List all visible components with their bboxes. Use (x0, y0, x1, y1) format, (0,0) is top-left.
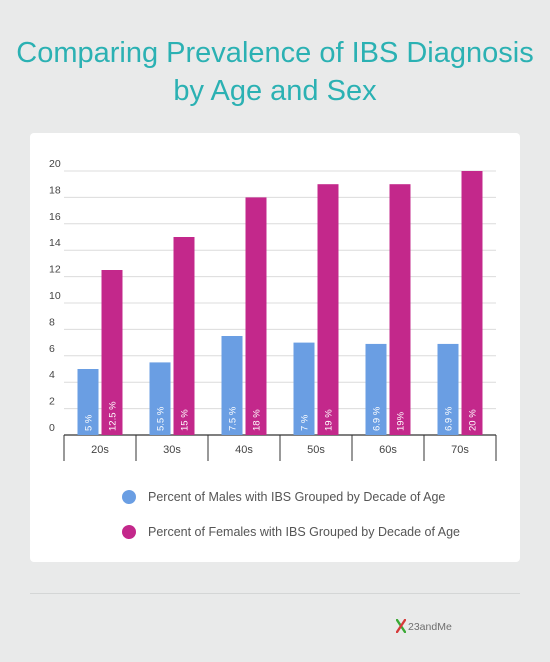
bar-males (149, 362, 171, 435)
legend-label-males: Percent of Males with IBS Grouped by Dec… (148, 490, 446, 504)
chart-title: Comparing Prevalence of IBS Diagnosis by… (0, 34, 550, 110)
bar-value-label: 19% (396, 411, 407, 431)
legend-item-females: Percent of Females with IBS Grouped by D… (122, 522, 460, 542)
y-tick-label: 14 (49, 237, 61, 249)
bar-males (221, 336, 243, 435)
chart-title-line-1: Comparing Prevalence of IBS Diagnosis (16, 37, 534, 69)
y-tick-label: 0 (49, 422, 55, 434)
bar-males (365, 343, 387, 435)
bar-females (245, 197, 267, 435)
bar-value-label: 15 % (180, 409, 191, 431)
bar-value-label: 6.9 % (372, 406, 383, 431)
legend-item-males: Percent of Males with IBS Grouped by Dec… (122, 487, 445, 507)
logo-x-icon (395, 618, 407, 636)
bar-value-label: 12.5 % (108, 401, 119, 431)
y-tick-label: 2 (49, 396, 55, 408)
bar-value-label: 7.5 % (228, 406, 239, 431)
x-tick-label: 20s (91, 444, 109, 456)
bar-value-label: 7 % (300, 414, 311, 431)
chart-card: 0 2 4 6 8 10 12 14 16 18 20 20s 30s 40s 50s 60s 70s 5 % 12… (30, 133, 520, 562)
bar-value-label: 19 % (324, 409, 335, 431)
bar-value-label: 20 % (468, 409, 479, 431)
legend-swatch-males (122, 490, 136, 504)
brand-logo: 23andMe (395, 618, 452, 636)
bar-females (101, 270, 123, 435)
x-tick-label: 60s (379, 444, 397, 456)
bar-females (389, 184, 411, 435)
bar-value-label: 5.5 % (156, 406, 167, 431)
y-tick-label: 12 (49, 264, 61, 276)
bar-value-label: 18 % (252, 409, 263, 431)
bar-chart: 0 2 4 6 8 10 12 14 16 18 20 20s 30s 40s 50s 60s 70s 5 % 12… (49, 158, 497, 461)
y-tick-label: 10 (49, 290, 61, 302)
bar-females (461, 171, 483, 435)
bar-males (77, 369, 99, 435)
x-tick-label: 70s (451, 444, 469, 456)
logo-text: 23andMe (408, 621, 452, 633)
bar-females (317, 184, 339, 435)
y-tick-label: 4 (49, 369, 55, 381)
y-tick-label: 6 (49, 343, 55, 355)
y-tick-label: 8 (49, 316, 55, 328)
legend-swatch-females (122, 525, 136, 539)
bar-males (437, 343, 459, 435)
footer-divider (30, 593, 520, 594)
bar-females (173, 237, 195, 435)
bar-value-label: 5 % (84, 414, 95, 431)
bar-males (293, 342, 315, 435)
legend-label-females: Percent of Females with IBS Grouped by D… (148, 525, 460, 539)
chart-title-line-2: by Age and Sex (173, 75, 377, 107)
y-tick-label: 18 (49, 184, 61, 196)
bar-value-label: 6.9 % (444, 406, 455, 431)
y-tick-label: 20 (49, 158, 61, 170)
x-tick-label: 30s (163, 444, 181, 456)
y-tick-label: 16 (49, 211, 61, 223)
x-tick-label: 40s (235, 444, 253, 456)
x-tick-label: 50s (307, 444, 325, 456)
